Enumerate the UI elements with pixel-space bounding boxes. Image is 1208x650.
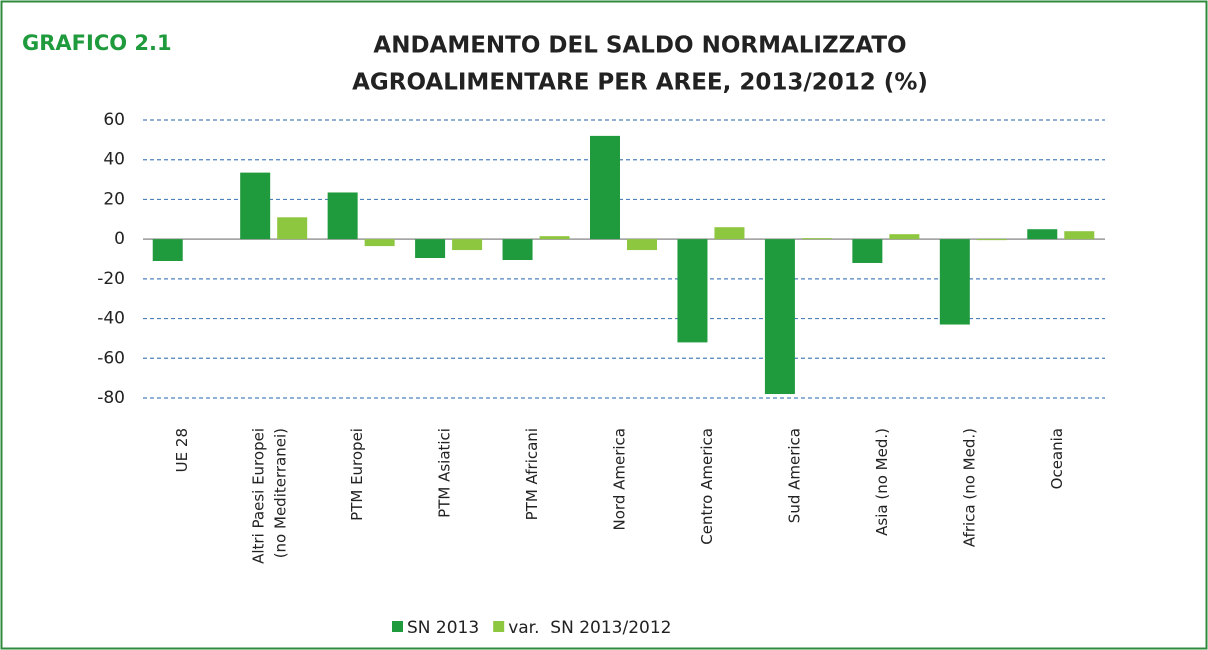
x-tick-label: Asia (no Med.): [873, 428, 891, 536]
bar: [627, 239, 657, 251]
y-tick-label: -40: [97, 309, 125, 329]
bar: [889, 234, 920, 240]
y-tick-label: 0: [114, 229, 125, 249]
x-tick-label: PTM Europei: [348, 428, 366, 521]
bar: [677, 239, 708, 343]
x-tick-label: Sud America: [785, 428, 803, 523]
bar: [590, 135, 620, 240]
chart-label: GRAFICO 2.1: [22, 31, 172, 55]
x-tick-label: Africa (no Med.): [960, 428, 978, 547]
legend-label: var. SN 2013/2012: [508, 618, 671, 638]
bar: [939, 239, 970, 325]
bar: [714, 227, 745, 240]
legend-swatch: [392, 621, 403, 632]
y-tick-label: -20: [97, 269, 125, 289]
bar: [364, 239, 395, 247]
x-tick-label: UE 28: [173, 428, 191, 472]
bar: [1064, 231, 1095, 240]
y-tick-label: 20: [103, 189, 125, 209]
x-tick-label: Oceania: [1048, 428, 1066, 489]
bar: [240, 172, 271, 240]
bar: [852, 239, 883, 263]
bar: [327, 192, 358, 240]
bar: [152, 239, 183, 261]
bar: [415, 239, 446, 259]
x-tick-label: PTM Asiatici: [436, 428, 454, 518]
x-tick-label: (no Mediterranei): [272, 428, 290, 558]
x-tick-label: Nord America: [611, 428, 629, 530]
legend-label: SN 2013: [407, 618, 479, 638]
y-tick-label: -60: [97, 348, 125, 368]
y-tick-label: 40: [103, 150, 125, 170]
bar: [976, 239, 1007, 241]
bar: [502, 239, 533, 260]
bar: [764, 239, 795, 395]
legend-swatch: [493, 621, 505, 632]
chart-title: ANDAMENTO DEL SALDO NORMALIZZATO: [373, 33, 906, 59]
bar: [277, 217, 308, 240]
x-tick-label: PTM Africani: [523, 428, 541, 520]
x-tick-label: Centro America: [698, 428, 716, 545]
x-tick-label: Altri Paesi Europei: [250, 428, 268, 564]
bar: [452, 239, 483, 251]
y-tick-label: -80: [97, 388, 125, 408]
chart-title: AGROALIMENTARE PER AREE, 2013/2012 (%): [352, 70, 928, 96]
bar: [1027, 229, 1058, 240]
y-tick-label: 60: [103, 110, 125, 130]
bar: [801, 238, 832, 240]
bar: [539, 236, 570, 240]
